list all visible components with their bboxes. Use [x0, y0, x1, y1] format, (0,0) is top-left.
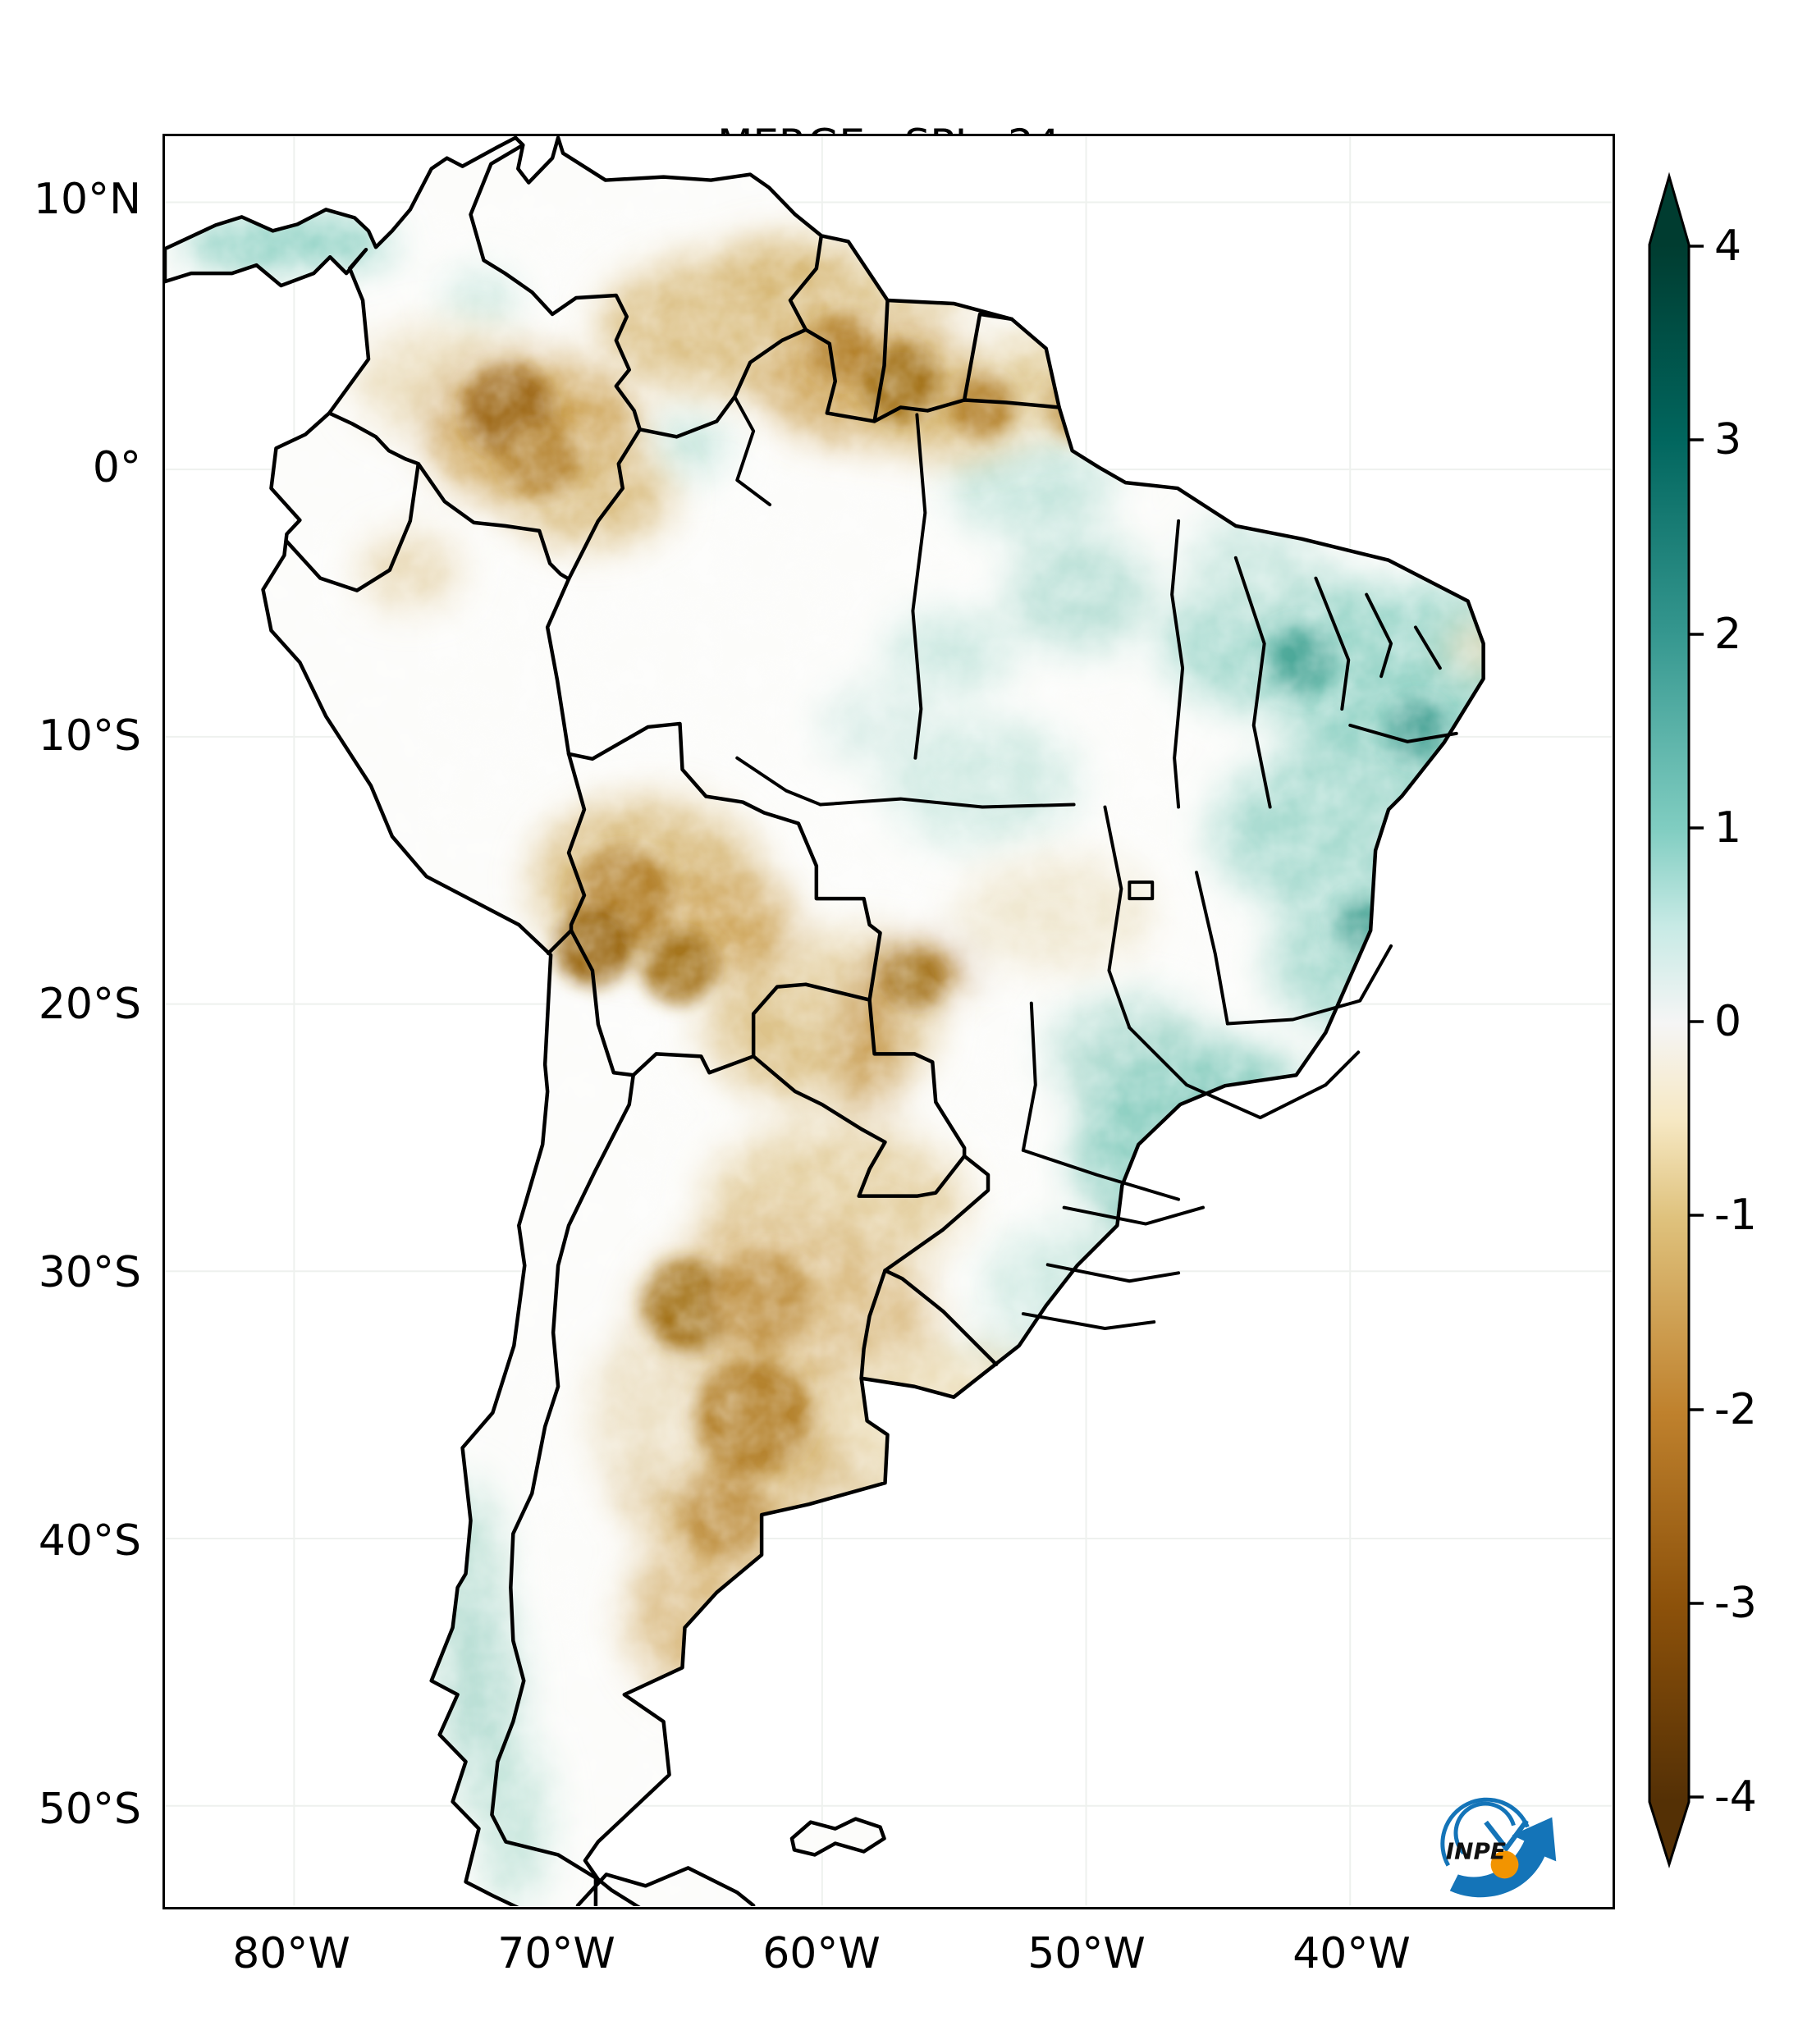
south-america-spi-map: INPE [165, 136, 1612, 1906]
cbar-tick-m3: -3 [1714, 1579, 1757, 1628]
tierra-del-fuego-outline [575, 1866, 756, 1906]
colorbar-tick-labels: 4 3 2 1 0 -1 -2 -3 -4 [1714, 222, 1757, 1822]
colorbar-tick-marks [1689, 245, 1704, 1799]
country-borders [285, 143, 1061, 1906]
logo-text: INPE [1446, 1837, 1506, 1864]
lon-tick-60w: 60°W [762, 1929, 881, 1978]
map-panel: INPE [162, 134, 1615, 1909]
lat-tick-10s: 10°S [38, 711, 141, 761]
lat-tick-50s: 50°S [38, 1785, 141, 1834]
lat-tick-20s: 20°S [38, 980, 141, 1029]
coastline [165, 136, 1485, 1906]
cbar-tick-m2: -2 [1714, 1385, 1757, 1434]
cbar-tick-m1: -1 [1714, 1191, 1757, 1240]
falkland-islands-outline [789, 1817, 886, 1857]
lon-tick-80w: 80°W [232, 1929, 350, 1978]
lon-tick-50w: 50°W [1027, 1929, 1146, 1978]
colorbar-gradient-bar [1648, 171, 1690, 1868]
lon-tick-40w: 40°W [1292, 1929, 1411, 1978]
inpe-logo: INPE [1440, 1797, 1557, 1898]
lon-tick-70w: 70°W [497, 1929, 615, 1978]
logo-down-arrow [1484, 1818, 1529, 1853]
cbar-tick-m4: -4 [1714, 1772, 1757, 1822]
logo-orange-sphere [1490, 1850, 1519, 1879]
cbar-tick-3: 3 [1714, 415, 1741, 464]
spi-raster [165, 137, 1484, 1906]
cbar-tick-0: 0 [1714, 997, 1741, 1046]
lat-tick-0: 0° [92, 443, 141, 492]
cbar-tick-4: 4 [1714, 222, 1741, 271]
cbar-tick-2: 2 [1714, 610, 1741, 659]
state-borders [733, 395, 1458, 1331]
lat-tick-40s: 40°S [38, 1516, 141, 1566]
cbar-tick-1: 1 [1714, 803, 1741, 853]
raster-noise-texture [165, 137, 1484, 1906]
logo-swoosh-arrow [1449, 1817, 1557, 1898]
distrito-federal-outline [1128, 880, 1155, 901]
spi-colorbar: 4 3 2 1 0 -1 -2 -3 -4 [1648, 171, 1757, 1868]
lat-tick-30s: 30°S [38, 1248, 141, 1297]
lat-tick-10n: 10°N [33, 175, 141, 224]
